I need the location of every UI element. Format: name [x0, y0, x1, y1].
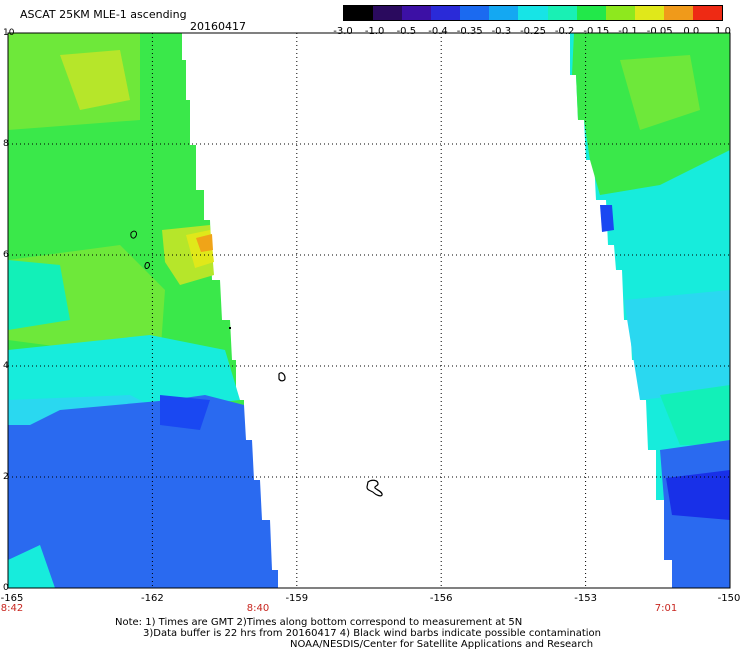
y-tick-label: 8 — [3, 139, 9, 149]
x-tick-label: -153 — [574, 593, 597, 604]
colorbar-cell — [373, 6, 403, 20]
colorbar-label: -1.0 — [364, 26, 385, 37]
colorbar-cell — [489, 6, 519, 20]
colorbar-label: -0.3 — [491, 26, 512, 37]
island-outline — [229, 327, 231, 329]
y-tick-label: 4 — [3, 361, 9, 371]
left-swath-orange — [196, 234, 213, 252]
colorbar-cell — [576, 6, 606, 20]
y-tick-label: 2 — [3, 472, 9, 482]
x-tick-label: -159 — [285, 593, 309, 604]
left-swath-patch — [60, 50, 130, 110]
right-swath-upper-patch — [620, 55, 700, 130]
left-swath-blue — [8, 395, 278, 588]
colorbar-label: 1.0 — [715, 26, 731, 37]
colorbar-label: -0.5 — [396, 26, 417, 37]
island-outline — [144, 262, 150, 269]
colorbar-label: -0.1 — [618, 26, 638, 37]
note-line-3: NOAA/NESDIS/Center for Satellite Applica… — [290, 639, 594, 650]
map-border — [7, 32, 731, 589]
colorbar-label: -0.15 — [583, 26, 610, 37]
colorbar-cell — [460, 6, 490, 20]
map-date: 20160417 — [190, 20, 246, 33]
colorbar-label: -0.2 — [554, 26, 575, 37]
colorbar-label: 0.0 — [683, 26, 700, 37]
colorbar-cell — [605, 6, 635, 20]
right-swath-blue-dot — [600, 205, 614, 232]
colorbar-cell — [344, 6, 374, 20]
colorbar-label: -0.4 — [428, 26, 448, 37]
x-tick-label: -156 — [429, 593, 453, 604]
time-label: 8:42 — [0, 603, 24, 614]
left-swath-deepblue — [160, 395, 210, 430]
map-title: ASCAT 25KM MLE-1 ascending — [20, 8, 187, 21]
note-line-1: Note: 1) Times are GMT 2)Times along bot… — [115, 617, 523, 628]
colorbar-label: -0.25 — [520, 26, 546, 37]
colorbar-cell — [547, 6, 577, 20]
colorbar-label: -0.35 — [456, 26, 483, 37]
right-swath-lightblue — [624, 290, 730, 400]
y-tick-label: 10 — [3, 28, 15, 38]
island-outline — [366, 479, 383, 497]
x-tick-label: -162 — [141, 593, 164, 604]
island-outline — [278, 372, 286, 382]
x-tick-label: -150 — [717, 593, 740, 604]
time-label: 7:01 — [654, 603, 678, 614]
colorbar — [343, 5, 723, 21]
y-tick-label: 6 — [3, 250, 9, 260]
left-swath-corner — [8, 545, 55, 588]
colorbar-label: -0.05 — [646, 26, 673, 37]
island-outline — [130, 230, 137, 239]
colorbar-cell — [518, 6, 548, 20]
right-swath-navy — [666, 470, 730, 520]
colorbar-labels: -3.0 -1.0 -0.5 -0.4 -0.35 -0.3 -0.25 -0.2 -0.15-… — [333, 26, 733, 38]
right-swath-aqua — [660, 385, 730, 445]
colorbar-label: -3.0 — [333, 26, 353, 37]
colorbar-cell — [663, 6, 693, 20]
left-swath-aqua — [8, 260, 70, 330]
note-line-2: 3)Data buffer is 22 hrs from 20160417 4)… — [143, 628, 601, 639]
colorbar-cell — [634, 6, 664, 20]
colorbar-cell — [692, 6, 723, 20]
colorbar-cell — [402, 6, 432, 20]
x-tick-label: -165 — [0, 593, 24, 604]
time-label: 8:40 — [246, 603, 270, 614]
y-tick-label: 0 — [3, 583, 9, 593]
colorbar-cell — [431, 6, 461, 20]
